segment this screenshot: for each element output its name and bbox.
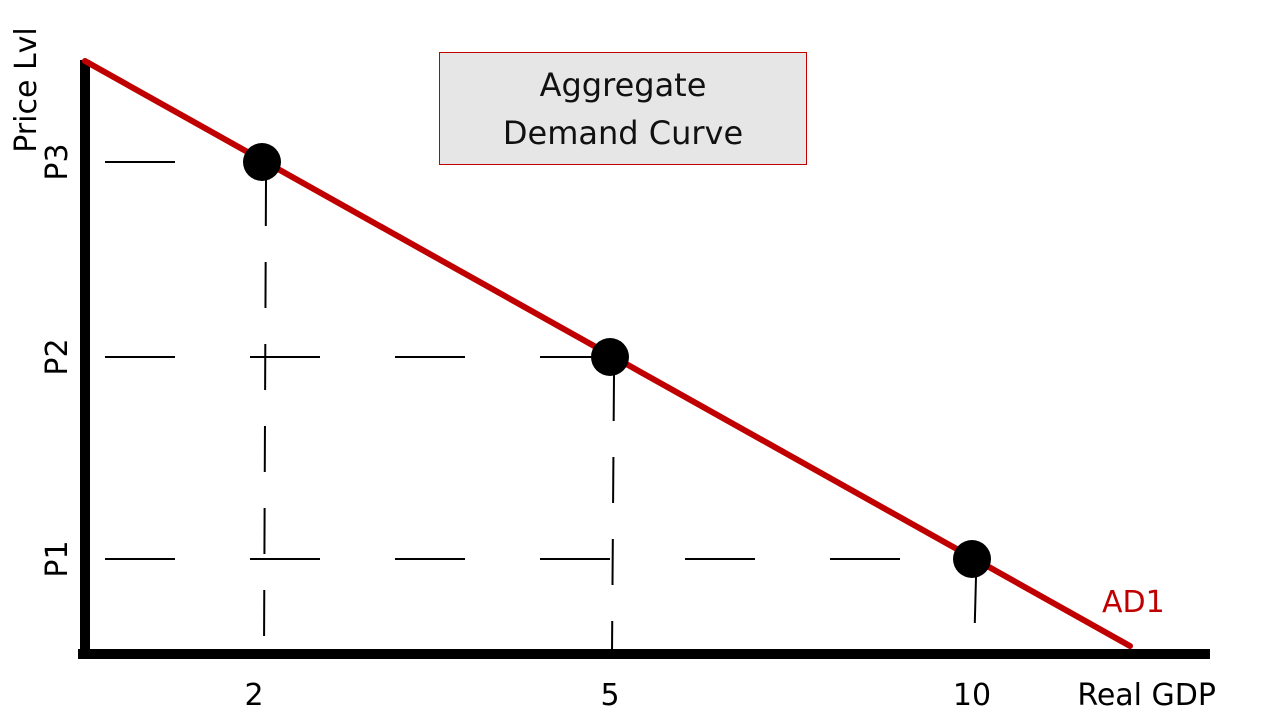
y-axis-title: Price Lvl: [9, 27, 44, 153]
y-tick-label-P2: P2: [40, 338, 75, 375]
chart-title-line-1: Aggregate: [539, 65, 707, 104]
labels-layer: 2 5 10 P1 P2 P3 Real GDP Price Lvl AD1: [9, 27, 1216, 713]
y-tick-label-P1: P1: [40, 540, 75, 577]
data-point-3: [953, 540, 991, 578]
chart-title-box: Aggregate Demand Curve: [439, 52, 807, 165]
x-axis-title: Real GDP: [1077, 678, 1216, 713]
x-tick-label-10: 10: [953, 678, 991, 713]
guide-vertical-2: [611, 374, 615, 655]
x-tick-label-5: 5: [600, 678, 619, 713]
data-point-1: [243, 143, 281, 181]
data-point-2: [591, 338, 629, 376]
y-tick-label-P3: P3: [40, 143, 75, 180]
series-label-ad1: AD1: [1102, 585, 1165, 620]
guide-vertical-3: [973, 576, 977, 655]
guide-vertical-1: [263, 179, 267, 655]
axes: [78, 60, 1210, 659]
points-layer: [243, 143, 991, 578]
chart-title-line-2: Demand Curve: [502, 113, 744, 152]
dashed-guides: [105, 161, 977, 655]
x-tick-label-2: 2: [244, 678, 263, 713]
